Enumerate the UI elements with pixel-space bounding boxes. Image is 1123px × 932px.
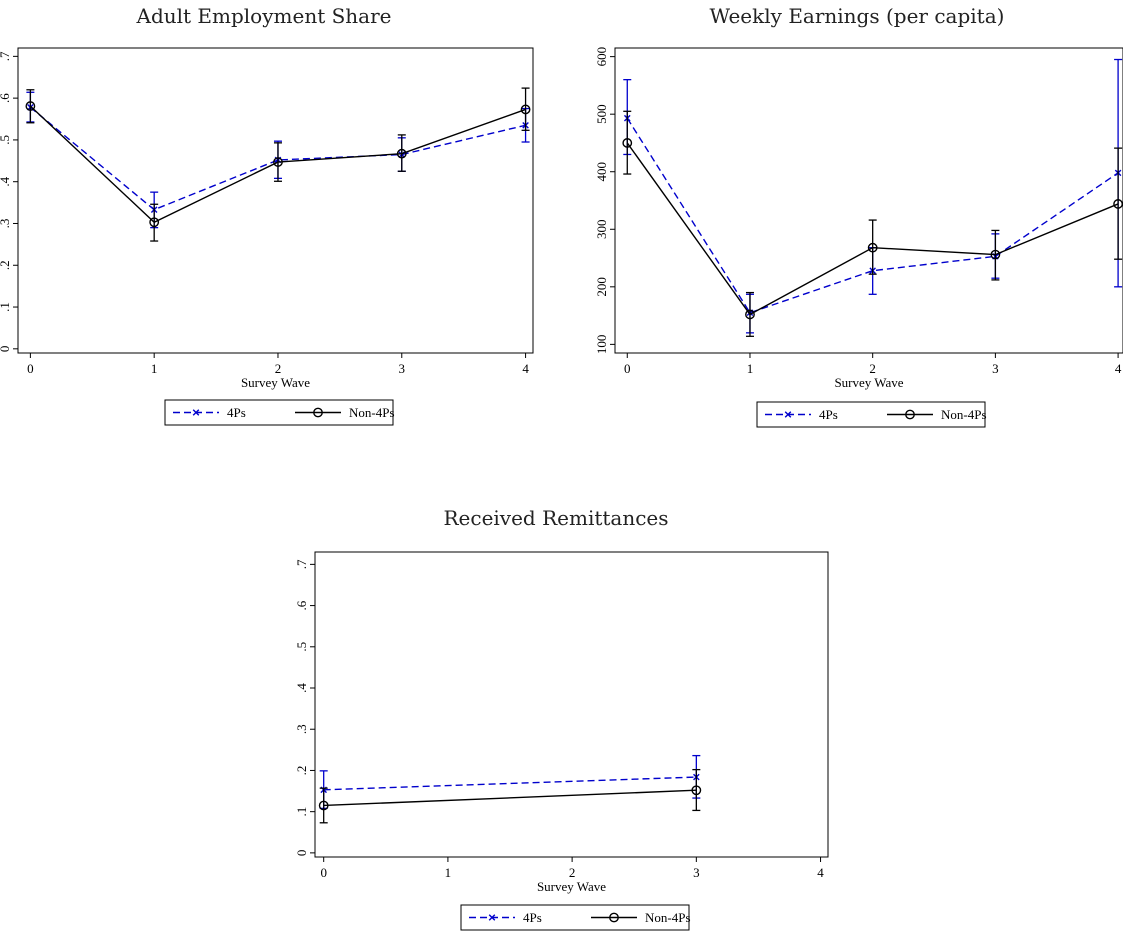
data-point (318, 800, 329, 811)
y-tick-label: .1 (294, 807, 309, 817)
data-point (520, 104, 531, 115)
y-tick-label: 200 (594, 277, 609, 297)
y-tick-label: 100 (594, 335, 609, 355)
y-tick-label: .2 (0, 260, 12, 270)
legend: 4Ps Non-4Ps (460, 904, 691, 931)
y-tick-label: .4 (294, 683, 309, 693)
x-tick-label: 1 (151, 361, 158, 376)
y-tick-label: .1 (0, 302, 12, 312)
legend-swatch-marker (784, 411, 792, 418)
x-axis-label: Survey Wave (241, 375, 310, 390)
legend-box (756, 401, 986, 428)
x-tick-label: 3 (992, 361, 999, 376)
series-line (323, 776, 697, 791)
legend-label: 4Ps (523, 910, 542, 925)
legend-label: Non-4Ps (349, 405, 395, 420)
x-tick-label: 1 (747, 361, 754, 376)
x-tick-label: 0 (320, 865, 327, 880)
legend-box (460, 904, 690, 931)
data-point (396, 148, 407, 159)
data-point (745, 309, 755, 320)
series-4ps (623, 58, 1123, 334)
y-tick-label: .5 (294, 642, 309, 652)
x-tick-label: 4 (522, 361, 529, 376)
series-non-4ps (622, 110, 1123, 337)
y-tick-label: .7 (294, 559, 309, 569)
legend-swatch-marker (609, 912, 619, 923)
data-point (25, 101, 36, 111)
legend-label: 4Ps (227, 405, 246, 420)
data-point (990, 249, 1001, 260)
series-line (626, 117, 1119, 314)
x-tick-label: 0 (624, 361, 631, 376)
data-point (622, 138, 633, 148)
chart-panel-1: Adult Employment Share 0 .1 .2 .3 .4 .5 .6 .7 0 1 2… (0, 4, 534, 426)
legend-swatch-marker (313, 407, 323, 418)
data-point (1113, 199, 1123, 209)
x-axis-label: Survey Wave (834, 375, 903, 390)
y-tick-label: .2 (294, 766, 309, 776)
y-tick-label: .4 (0, 176, 12, 186)
legend-swatch-marker (192, 409, 200, 416)
y-tick-label: 0 (0, 346, 12, 353)
y-tick-label: .6 (0, 93, 12, 103)
data-point (273, 157, 283, 167)
x-tick-label: 3 (693, 865, 700, 880)
y-tick-label: 300 (594, 220, 609, 240)
series-non-4ps (25, 87, 531, 242)
legend: 4Ps Non-4Ps (164, 399, 395, 426)
chart-panel-3: Received Remittances 0 .1 .2 .3 .4 .5 .6 .7 0 1 2 3 4… (294, 506, 829, 931)
y-tick-label: .5 (0, 135, 12, 145)
y-tick-label: .3 (294, 724, 309, 734)
series-line (29, 105, 526, 224)
legend-swatch-marker (488, 914, 496, 921)
legend: 4Ps Non-4Ps (756, 401, 987, 428)
y-tick-label: 500 (594, 104, 609, 124)
data-point (691, 785, 702, 796)
plot-frame (314, 551, 829, 858)
chart-panel-2: Weekly Earnings (per capita) 100 200 300 400… (594, 4, 1123, 428)
plot-frame (614, 47, 1123, 354)
series-line (626, 142, 1119, 316)
series-non-4ps (318, 768, 702, 824)
y-tick-label: .7 (0, 51, 12, 61)
x-tick-label: 3 (399, 361, 406, 376)
x-axis-label: Survey Wave (537, 879, 606, 894)
chart-title: Weekly Earnings (per capita) (710, 4, 1005, 28)
x-tick-label: 2 (569, 865, 576, 880)
legend-label: 4Ps (819, 407, 838, 422)
x-tick-label: 2 (275, 361, 282, 376)
legend-label: Non-4Ps (941, 407, 987, 422)
series-line (323, 789, 697, 807)
chart-title: Adult Employment Share (136, 4, 392, 28)
chart-title: Received Remittances (443, 506, 668, 530)
x-tick-label: 4 (1115, 361, 1122, 376)
y-tick-label: 600 (594, 47, 609, 67)
x-tick-label: 2 (869, 361, 876, 376)
x-tick-label: 4 (817, 865, 824, 880)
y-tick-label: .3 (0, 219, 12, 229)
series-4ps (319, 754, 701, 810)
legend-swatch-marker (905, 409, 915, 420)
y-tick-label: 400 (594, 162, 609, 182)
x-tick-label: 0 (27, 361, 34, 376)
y-tick-label: 0 (294, 850, 309, 857)
plot-frame (17, 47, 534, 354)
legend-label: Non-4Ps (645, 910, 691, 925)
y-tick-label: .6 (294, 600, 309, 610)
data-point (867, 242, 878, 253)
legend-box (164, 399, 394, 426)
x-tick-label: 1 (445, 865, 452, 880)
data-point (149, 217, 160, 228)
